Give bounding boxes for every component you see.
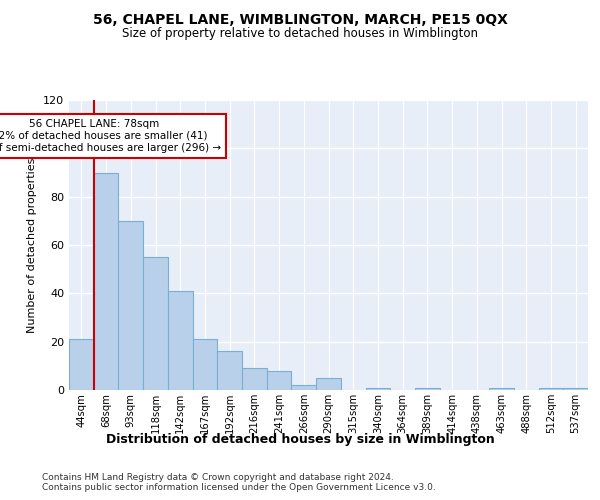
- Text: 56, CHAPEL LANE, WIMBLINGTON, MARCH, PE15 0QX: 56, CHAPEL LANE, WIMBLINGTON, MARCH, PE1…: [92, 12, 508, 26]
- Text: Contains public sector information licensed under the Open Government Licence v3: Contains public sector information licen…: [42, 484, 436, 492]
- Text: Contains HM Land Registry data © Crown copyright and database right 2024.: Contains HM Land Registry data © Crown c…: [42, 472, 394, 482]
- Bar: [94, 172, 118, 390]
- Bar: [118, 221, 143, 390]
- Bar: [539, 388, 563, 390]
- Y-axis label: Number of detached properties: Number of detached properties: [28, 158, 37, 332]
- Bar: [193, 339, 217, 390]
- Bar: [415, 388, 440, 390]
- Bar: [267, 370, 292, 390]
- Text: 56 CHAPEL LANE: 78sqm
← 12% of detached houses are smaller (41)
87% of semi-deta: 56 CHAPEL LANE: 78sqm ← 12% of detached …: [0, 120, 221, 152]
- Bar: [489, 388, 514, 390]
- Bar: [316, 378, 341, 390]
- Bar: [69, 339, 94, 390]
- Bar: [563, 388, 588, 390]
- Text: Distribution of detached houses by size in Wimblington: Distribution of detached houses by size …: [106, 432, 494, 446]
- Bar: [292, 385, 316, 390]
- Bar: [242, 368, 267, 390]
- Bar: [365, 388, 390, 390]
- Text: Size of property relative to detached houses in Wimblington: Size of property relative to detached ho…: [122, 28, 478, 40]
- Bar: [217, 352, 242, 390]
- Bar: [143, 257, 168, 390]
- Bar: [168, 291, 193, 390]
